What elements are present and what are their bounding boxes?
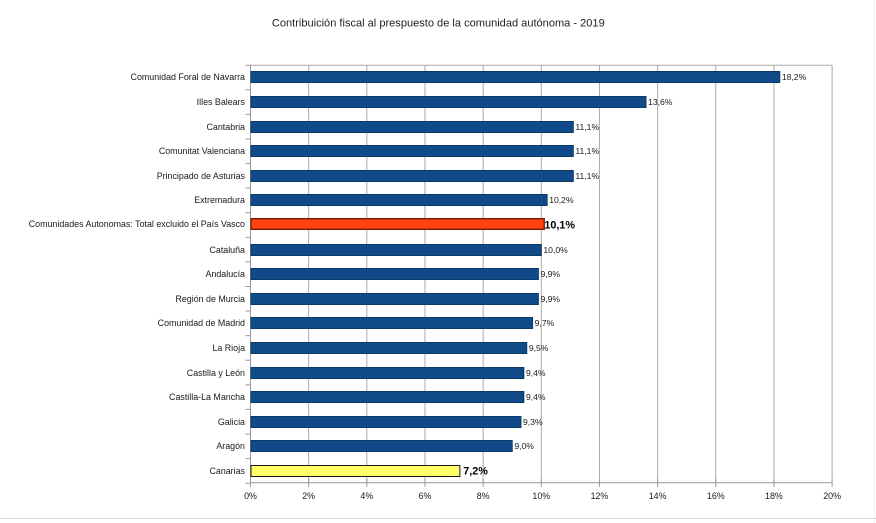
svg-text:8%: 8%: [477, 491, 490, 501]
svg-text:Comunidad Foral de Navarra: Comunidad Foral de Navarra: [131, 72, 246, 82]
svg-text:4%: 4%: [360, 491, 373, 501]
svg-text:Castilla-La Mancha: Castilla-La Mancha: [169, 392, 245, 402]
svg-text:Andalucía: Andalucía: [206, 269, 246, 279]
svg-text:9,9%: 9,9%: [540, 294, 560, 304]
svg-text:La Rioja: La Rioja: [212, 343, 245, 353]
svg-text:9,0%: 9,0%: [514, 441, 534, 451]
svg-text:9,9%: 9,9%: [540, 269, 560, 279]
svg-text:0%: 0%: [244, 491, 257, 501]
svg-text:Extremadura: Extremadura: [194, 195, 245, 205]
svg-text:10,0%: 10,0%: [543, 245, 568, 255]
svg-text:Canarias: Canarias: [209, 466, 245, 476]
svg-text:Principado de Asturias: Principado de Asturias: [157, 171, 246, 181]
svg-text:11,1%: 11,1%: [575, 122, 599, 132]
svg-text:Comunitat Valenciana: Comunitat Valenciana: [159, 146, 245, 156]
svg-text:11,1%: 11,1%: [575, 171, 599, 181]
svg-text:14%: 14%: [649, 491, 667, 501]
svg-text:16%: 16%: [707, 491, 725, 501]
svg-text:20%: 20%: [823, 491, 841, 501]
svg-text:Comunidades Autonomas: Total e: Comunidades Autonomas: Total excluido el…: [29, 219, 245, 229]
svg-text:Aragón: Aragón: [216, 441, 245, 451]
svg-text:11,1%: 11,1%: [575, 146, 599, 156]
svg-text:9,4%: 9,4%: [526, 368, 546, 378]
svg-text:9,5%: 9,5%: [529, 343, 549, 353]
svg-text:Illes Balears: Illes Balears: [197, 97, 246, 107]
svg-text:Cantabria: Cantabria: [207, 122, 246, 132]
svg-text:10%: 10%: [532, 491, 550, 501]
svg-text:7,2%: 7,2%: [463, 466, 488, 478]
svg-text:Galicia: Galicia: [218, 417, 245, 427]
svg-text:18,2%: 18,2%: [782, 72, 807, 82]
svg-text:9,4%: 9,4%: [526, 392, 546, 402]
svg-text:2%: 2%: [302, 491, 315, 501]
svg-text:13,6%: 13,6%: [648, 97, 673, 107]
svg-text:6%: 6%: [419, 491, 432, 501]
svg-text:Comunidad de Madrid: Comunidad de Madrid: [158, 318, 245, 328]
svg-text:9,3%: 9,3%: [523, 417, 543, 427]
svg-text:Cataluña: Cataluña: [209, 245, 245, 255]
svg-text:Región de Murcia: Región de Murcia: [175, 294, 245, 304]
svg-text:10,1%: 10,1%: [544, 219, 575, 231]
svg-text:Contribuición fiscal al prespu: Contribuición fiscal al prespuesto de la…: [272, 17, 605, 29]
svg-text:10,2%: 10,2%: [549, 195, 574, 205]
svg-text:12%: 12%: [591, 491, 609, 501]
svg-text:Castilla y León: Castilla y León: [187, 368, 245, 378]
svg-text:9,7%: 9,7%: [535, 318, 555, 328]
svg-text:18%: 18%: [765, 491, 783, 501]
